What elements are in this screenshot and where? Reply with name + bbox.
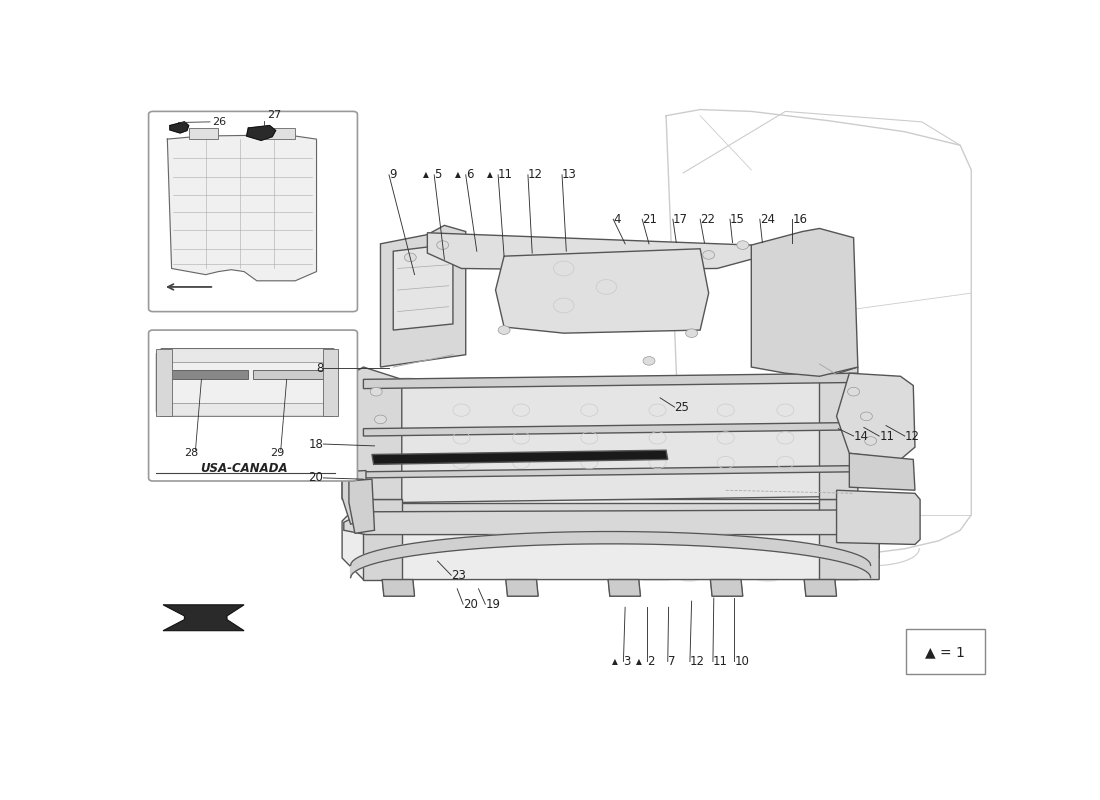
Text: 7: 7	[668, 655, 675, 668]
Circle shape	[437, 241, 449, 250]
Text: 11: 11	[713, 655, 728, 668]
Circle shape	[703, 250, 715, 259]
Circle shape	[685, 329, 697, 338]
Polygon shape	[167, 135, 317, 281]
Text: 27: 27	[267, 110, 282, 120]
Text: 16: 16	[792, 213, 807, 226]
Text: 2: 2	[647, 655, 654, 668]
Polygon shape	[394, 244, 453, 330]
Text: 25: 25	[674, 401, 690, 414]
Polygon shape	[372, 450, 668, 464]
Text: 11: 11	[879, 430, 894, 442]
Polygon shape	[427, 233, 751, 270]
Polygon shape	[165, 362, 330, 402]
Text: ▲ = 1: ▲ = 1	[925, 645, 965, 659]
Polygon shape	[261, 128, 295, 139]
Polygon shape	[189, 128, 219, 139]
Polygon shape	[820, 499, 879, 579]
Text: 15: 15	[730, 213, 745, 226]
Polygon shape	[163, 605, 244, 630]
Text: 29: 29	[270, 448, 284, 458]
Polygon shape	[344, 510, 860, 534]
Text: 12: 12	[690, 655, 705, 668]
Polygon shape	[162, 370, 249, 379]
Text: 26: 26	[212, 117, 227, 127]
Polygon shape	[349, 479, 374, 534]
Polygon shape	[495, 249, 708, 333]
Polygon shape	[363, 422, 858, 436]
Text: euro: euro	[374, 358, 617, 450]
Text: 12: 12	[904, 430, 920, 442]
Text: ▲: ▲	[454, 170, 461, 179]
Polygon shape	[751, 229, 858, 376]
Text: 5: 5	[434, 168, 441, 182]
Polygon shape	[156, 349, 172, 416]
Text: 20: 20	[308, 471, 323, 485]
Circle shape	[737, 241, 749, 250]
Polygon shape	[351, 531, 871, 578]
Polygon shape	[363, 499, 402, 579]
Text: 13: 13	[562, 168, 576, 182]
Circle shape	[860, 412, 872, 421]
Circle shape	[374, 415, 386, 424]
Polygon shape	[382, 579, 415, 596]
Text: 8: 8	[316, 362, 323, 374]
Text: a passion for maserati: a passion for maserati	[466, 478, 746, 502]
Polygon shape	[366, 374, 849, 502]
Polygon shape	[323, 349, 338, 416]
FancyBboxPatch shape	[148, 330, 358, 481]
Polygon shape	[608, 579, 640, 596]
Text: 19: 19	[485, 598, 501, 610]
Polygon shape	[156, 349, 338, 416]
Text: 1985: 1985	[639, 534, 795, 594]
Text: USA-CANADA: USA-CANADA	[200, 462, 288, 474]
Text: 4: 4	[613, 213, 620, 226]
FancyBboxPatch shape	[148, 111, 358, 311]
Polygon shape	[849, 454, 915, 490]
Polygon shape	[342, 499, 879, 579]
Circle shape	[848, 387, 859, 396]
Polygon shape	[169, 122, 189, 133]
Polygon shape	[836, 373, 915, 459]
Text: 12: 12	[528, 168, 543, 182]
Circle shape	[371, 387, 382, 396]
Text: 11: 11	[498, 168, 513, 182]
Polygon shape	[836, 490, 920, 545]
Polygon shape	[246, 126, 276, 140]
Polygon shape	[253, 370, 329, 379]
Text: ▲: ▲	[613, 657, 618, 666]
Text: 21: 21	[642, 213, 657, 226]
Text: 3: 3	[624, 655, 630, 668]
Text: 10: 10	[735, 655, 749, 668]
Text: 9: 9	[389, 168, 396, 182]
Text: ▲: ▲	[487, 170, 493, 179]
Circle shape	[498, 326, 510, 334]
Circle shape	[405, 253, 416, 262]
Polygon shape	[363, 373, 858, 389]
Polygon shape	[381, 226, 465, 367]
Text: 23: 23	[451, 569, 466, 582]
Polygon shape	[366, 502, 856, 512]
Polygon shape	[363, 466, 858, 478]
Text: 6: 6	[465, 168, 473, 182]
Text: 28: 28	[185, 448, 199, 458]
Text: 18: 18	[308, 438, 323, 450]
Text: 17: 17	[673, 213, 688, 226]
Polygon shape	[711, 579, 742, 596]
Text: ▲: ▲	[636, 657, 642, 666]
Polygon shape	[342, 367, 402, 499]
Text: 14: 14	[854, 430, 869, 442]
Circle shape	[865, 437, 877, 446]
FancyBboxPatch shape	[905, 630, 984, 674]
Polygon shape	[820, 367, 858, 499]
Polygon shape	[506, 579, 538, 596]
Polygon shape	[804, 579, 837, 596]
Text: 24: 24	[760, 213, 774, 226]
Text: 22: 22	[700, 213, 715, 226]
Text: 20: 20	[463, 598, 478, 610]
Circle shape	[644, 357, 654, 365]
Text: ▲: ▲	[424, 170, 429, 179]
Polygon shape	[342, 470, 366, 524]
